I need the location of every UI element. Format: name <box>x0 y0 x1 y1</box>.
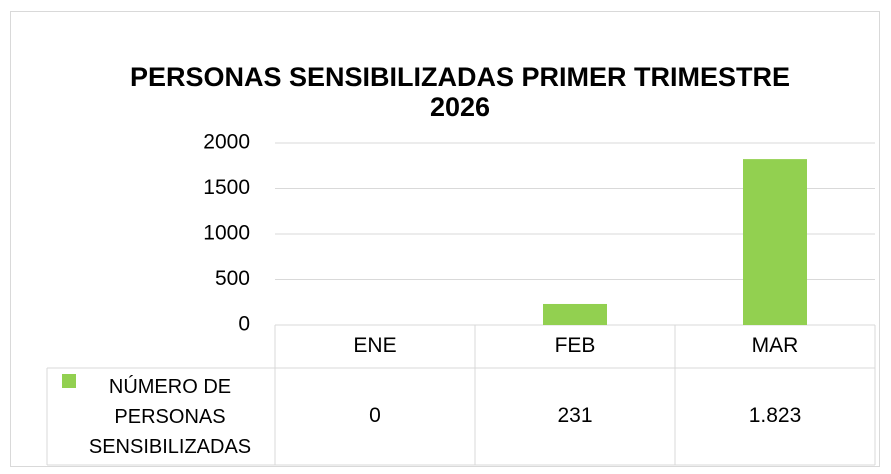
legend-swatch <box>62 374 76 388</box>
table-value: 231 <box>557 404 592 427</box>
x-tick-label: FEB <box>555 334 596 357</box>
chart-border <box>10 11 880 467</box>
bar <box>743 159 807 325</box>
table-value: 1.823 <box>749 404 802 427</box>
x-tick-label: MAR <box>752 334 799 357</box>
bar <box>543 303 607 325</box>
chart-title: PERSONAS SENSIBILIZADAS PRIMER TRIMESTRE… <box>129 62 791 122</box>
y-tick-label: 1000 <box>203 222 250 245</box>
y-tick-label: 2000 <box>203 131 250 154</box>
table-value: 0 <box>369 404 381 427</box>
x-tick-label: ENE <box>353 334 396 357</box>
y-tick-label: 1500 <box>203 176 250 199</box>
y-tick-label: 500 <box>215 267 250 290</box>
legend-label: NÚMERO DE PERSONAS SENSIBILIZADAS <box>88 375 252 458</box>
y-tick-label: 0 <box>238 313 250 336</box>
